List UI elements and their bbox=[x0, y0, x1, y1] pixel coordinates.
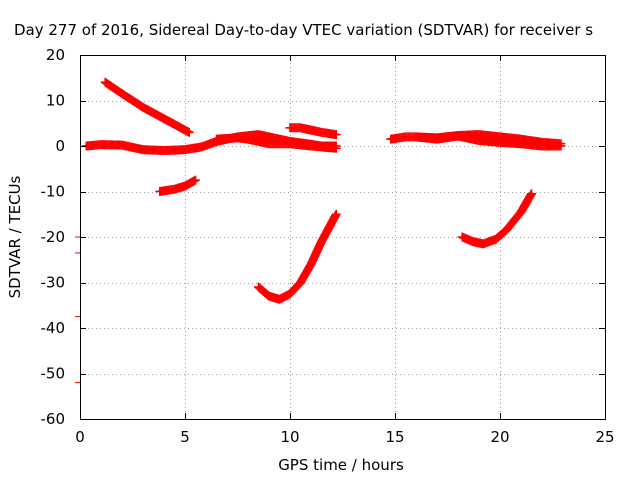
data-point bbox=[527, 189, 536, 199]
series-curve bbox=[411, 131, 566, 151]
x-tick-label: 20 bbox=[490, 428, 509, 446]
data-point bbox=[331, 143, 341, 153]
y-tick-label: -60 bbox=[41, 410, 66, 428]
series-curve bbox=[100, 77, 194, 137]
x-tick-label: 0 bbox=[75, 428, 85, 446]
y-tick-label: 10 bbox=[46, 92, 65, 110]
x-tick-label: 5 bbox=[180, 428, 190, 446]
x-tick-label: 25 bbox=[595, 428, 614, 446]
data-point bbox=[184, 127, 194, 137]
y-tick-label: 20 bbox=[46, 46, 65, 64]
y-tick-label: -10 bbox=[41, 183, 66, 201]
plot-frame bbox=[80, 55, 606, 420]
series-curve bbox=[285, 123, 341, 140]
chart-title: Day 277 of 2016, Sidereal Day-to-day VTE… bbox=[14, 21, 593, 39]
y-tick-label: -30 bbox=[41, 274, 66, 292]
series-curve bbox=[212, 133, 341, 153]
tick-labels: 0 5 10 15 20 25 20 10 0 -10 -20 -30 -40 -50 -60 bbox=[41, 46, 615, 446]
y-tick-label: 0 bbox=[55, 137, 65, 155]
data-series bbox=[75, 77, 566, 384]
x-axis-label: GPS time / hours bbox=[278, 456, 404, 474]
series-curve bbox=[155, 175, 200, 196]
data-point bbox=[331, 130, 341, 140]
y-tick-label: -50 bbox=[41, 365, 66, 383]
y-tick-label: -20 bbox=[41, 228, 66, 246]
data-point bbox=[191, 175, 200, 185]
y-tick-label: -40 bbox=[41, 319, 66, 337]
y-axis-label: SDTVAR / TECUs bbox=[6, 175, 24, 298]
data-point bbox=[556, 141, 566, 151]
grid bbox=[80, 55, 605, 419]
axis-ticks bbox=[80, 55, 606, 420]
x-tick-label: 15 bbox=[385, 428, 404, 446]
data-point bbox=[331, 209, 341, 219]
x-tick-label: 10 bbox=[280, 428, 299, 446]
series-curve bbox=[457, 189, 536, 249]
series-curve bbox=[254, 209, 341, 304]
